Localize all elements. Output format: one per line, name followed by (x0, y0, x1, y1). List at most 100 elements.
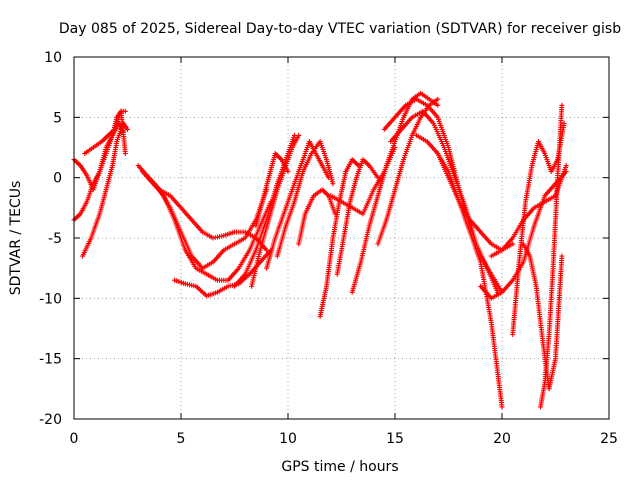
x-axis-label: GPS time / hours (281, 459, 398, 475)
plus-markers (259, 177, 271, 205)
y-tick-label: -15 (39, 352, 62, 368)
series-arc-v (413, 132, 505, 410)
plus-markers (435, 151, 451, 179)
plus-markers (409, 116, 423, 138)
plus-markers (178, 205, 193, 221)
plus-markers (283, 201, 297, 229)
plus-markers (413, 132, 428, 143)
plus-markers (383, 141, 397, 169)
plus-markers (499, 237, 514, 253)
plus-markers (167, 193, 183, 209)
plus-markers (317, 139, 329, 161)
plus-markers (266, 189, 280, 223)
plus-markers (204, 290, 219, 299)
plus-markers (289, 165, 303, 193)
plus-markers (105, 128, 116, 138)
plus-markers (311, 188, 323, 199)
plus-markers (531, 200, 546, 211)
plus-markers (90, 171, 102, 193)
plus-markers (313, 151, 324, 167)
plus-marker-end (559, 253, 565, 259)
series-arc-e (135, 163, 270, 271)
y-tick-label: 5 (53, 110, 62, 126)
plus-markers (182, 247, 198, 269)
plus-markers (242, 249, 258, 277)
plus-marker-end (559, 102, 565, 108)
plus-markers (360, 157, 371, 167)
plus-markers (319, 187, 330, 198)
plus-marker-end (563, 163, 569, 169)
plus-markers (488, 248, 503, 259)
plus-markers (214, 284, 229, 295)
series-arc-j (249, 132, 302, 289)
plus-markers (418, 90, 430, 101)
plus-markers (542, 194, 557, 205)
plus-markers (523, 165, 535, 205)
y-tick-label: -20 (39, 412, 62, 428)
plus-markers (529, 141, 541, 169)
plus-markers (398, 116, 414, 132)
series-arc-ab (538, 102, 565, 410)
plus-markers (435, 114, 451, 148)
plus-markers (467, 217, 482, 233)
plus-markers (446, 175, 461, 203)
y-tick-label: -5 (48, 231, 62, 247)
plus-markers (347, 177, 359, 205)
y-tick-label: 10 (44, 50, 62, 66)
plus-markers (274, 165, 288, 193)
plus-markers (264, 237, 278, 271)
plus-markers (283, 147, 295, 169)
plus-markers (488, 290, 503, 301)
plus-markers (334, 237, 346, 277)
plus-markers (538, 382, 547, 410)
plus-markers (484, 265, 500, 293)
plus-markers (409, 91, 422, 102)
plus-markers (103, 134, 115, 150)
plus-markers (392, 159, 406, 193)
series-arc-aa (520, 241, 565, 392)
plus-markers (272, 213, 286, 241)
series-arc-n (296, 187, 338, 247)
series-arc-m (274, 139, 336, 259)
plus-markers (221, 230, 236, 239)
plus-markers (339, 199, 353, 210)
plus-markers (157, 187, 171, 198)
plus-markers (328, 193, 343, 204)
plus-markers (225, 267, 240, 283)
y-axis-label: SDTVAR / TECUs (8, 181, 24, 296)
plus-markers (360, 189, 376, 217)
plus-marker-end (435, 96, 441, 102)
plus-markers (296, 213, 308, 247)
plus-markers (279, 157, 290, 173)
plus-markers (221, 242, 236, 253)
plus-markers (291, 171, 305, 205)
plus-markers (289, 134, 301, 150)
plus-marker-end (561, 120, 567, 126)
plus-markers (388, 128, 403, 144)
plus-markers (424, 102, 439, 119)
plus-markers (118, 108, 128, 154)
plus-markers (146, 175, 161, 191)
plus-markers (199, 229, 214, 240)
plus-markers (199, 260, 214, 271)
plus-markers (189, 217, 204, 233)
series-arc-l (264, 139, 332, 271)
series-arc-b (71, 120, 126, 193)
plus-markers (193, 265, 208, 276)
plus-markers (520, 241, 532, 257)
plus-markers (99, 134, 110, 144)
plus-markers (478, 283, 493, 300)
plus-marker-end (330, 181, 336, 187)
plus-markers (452, 175, 468, 209)
ticks: 0 5 10 15 20 25 -20 -15 -10 -5 0 5 10 (39, 50, 618, 447)
plus-markers (77, 163, 89, 177)
plus-markers (317, 285, 329, 319)
plus-markers (236, 249, 251, 271)
plus-markers (375, 165, 389, 199)
series-trace (351, 92, 439, 293)
plus-markers (349, 261, 363, 295)
plus-markers (210, 233, 225, 241)
x-tick-label: 15 (386, 431, 404, 447)
plus-marker-end (285, 169, 291, 175)
plus-markers (97, 147, 109, 175)
